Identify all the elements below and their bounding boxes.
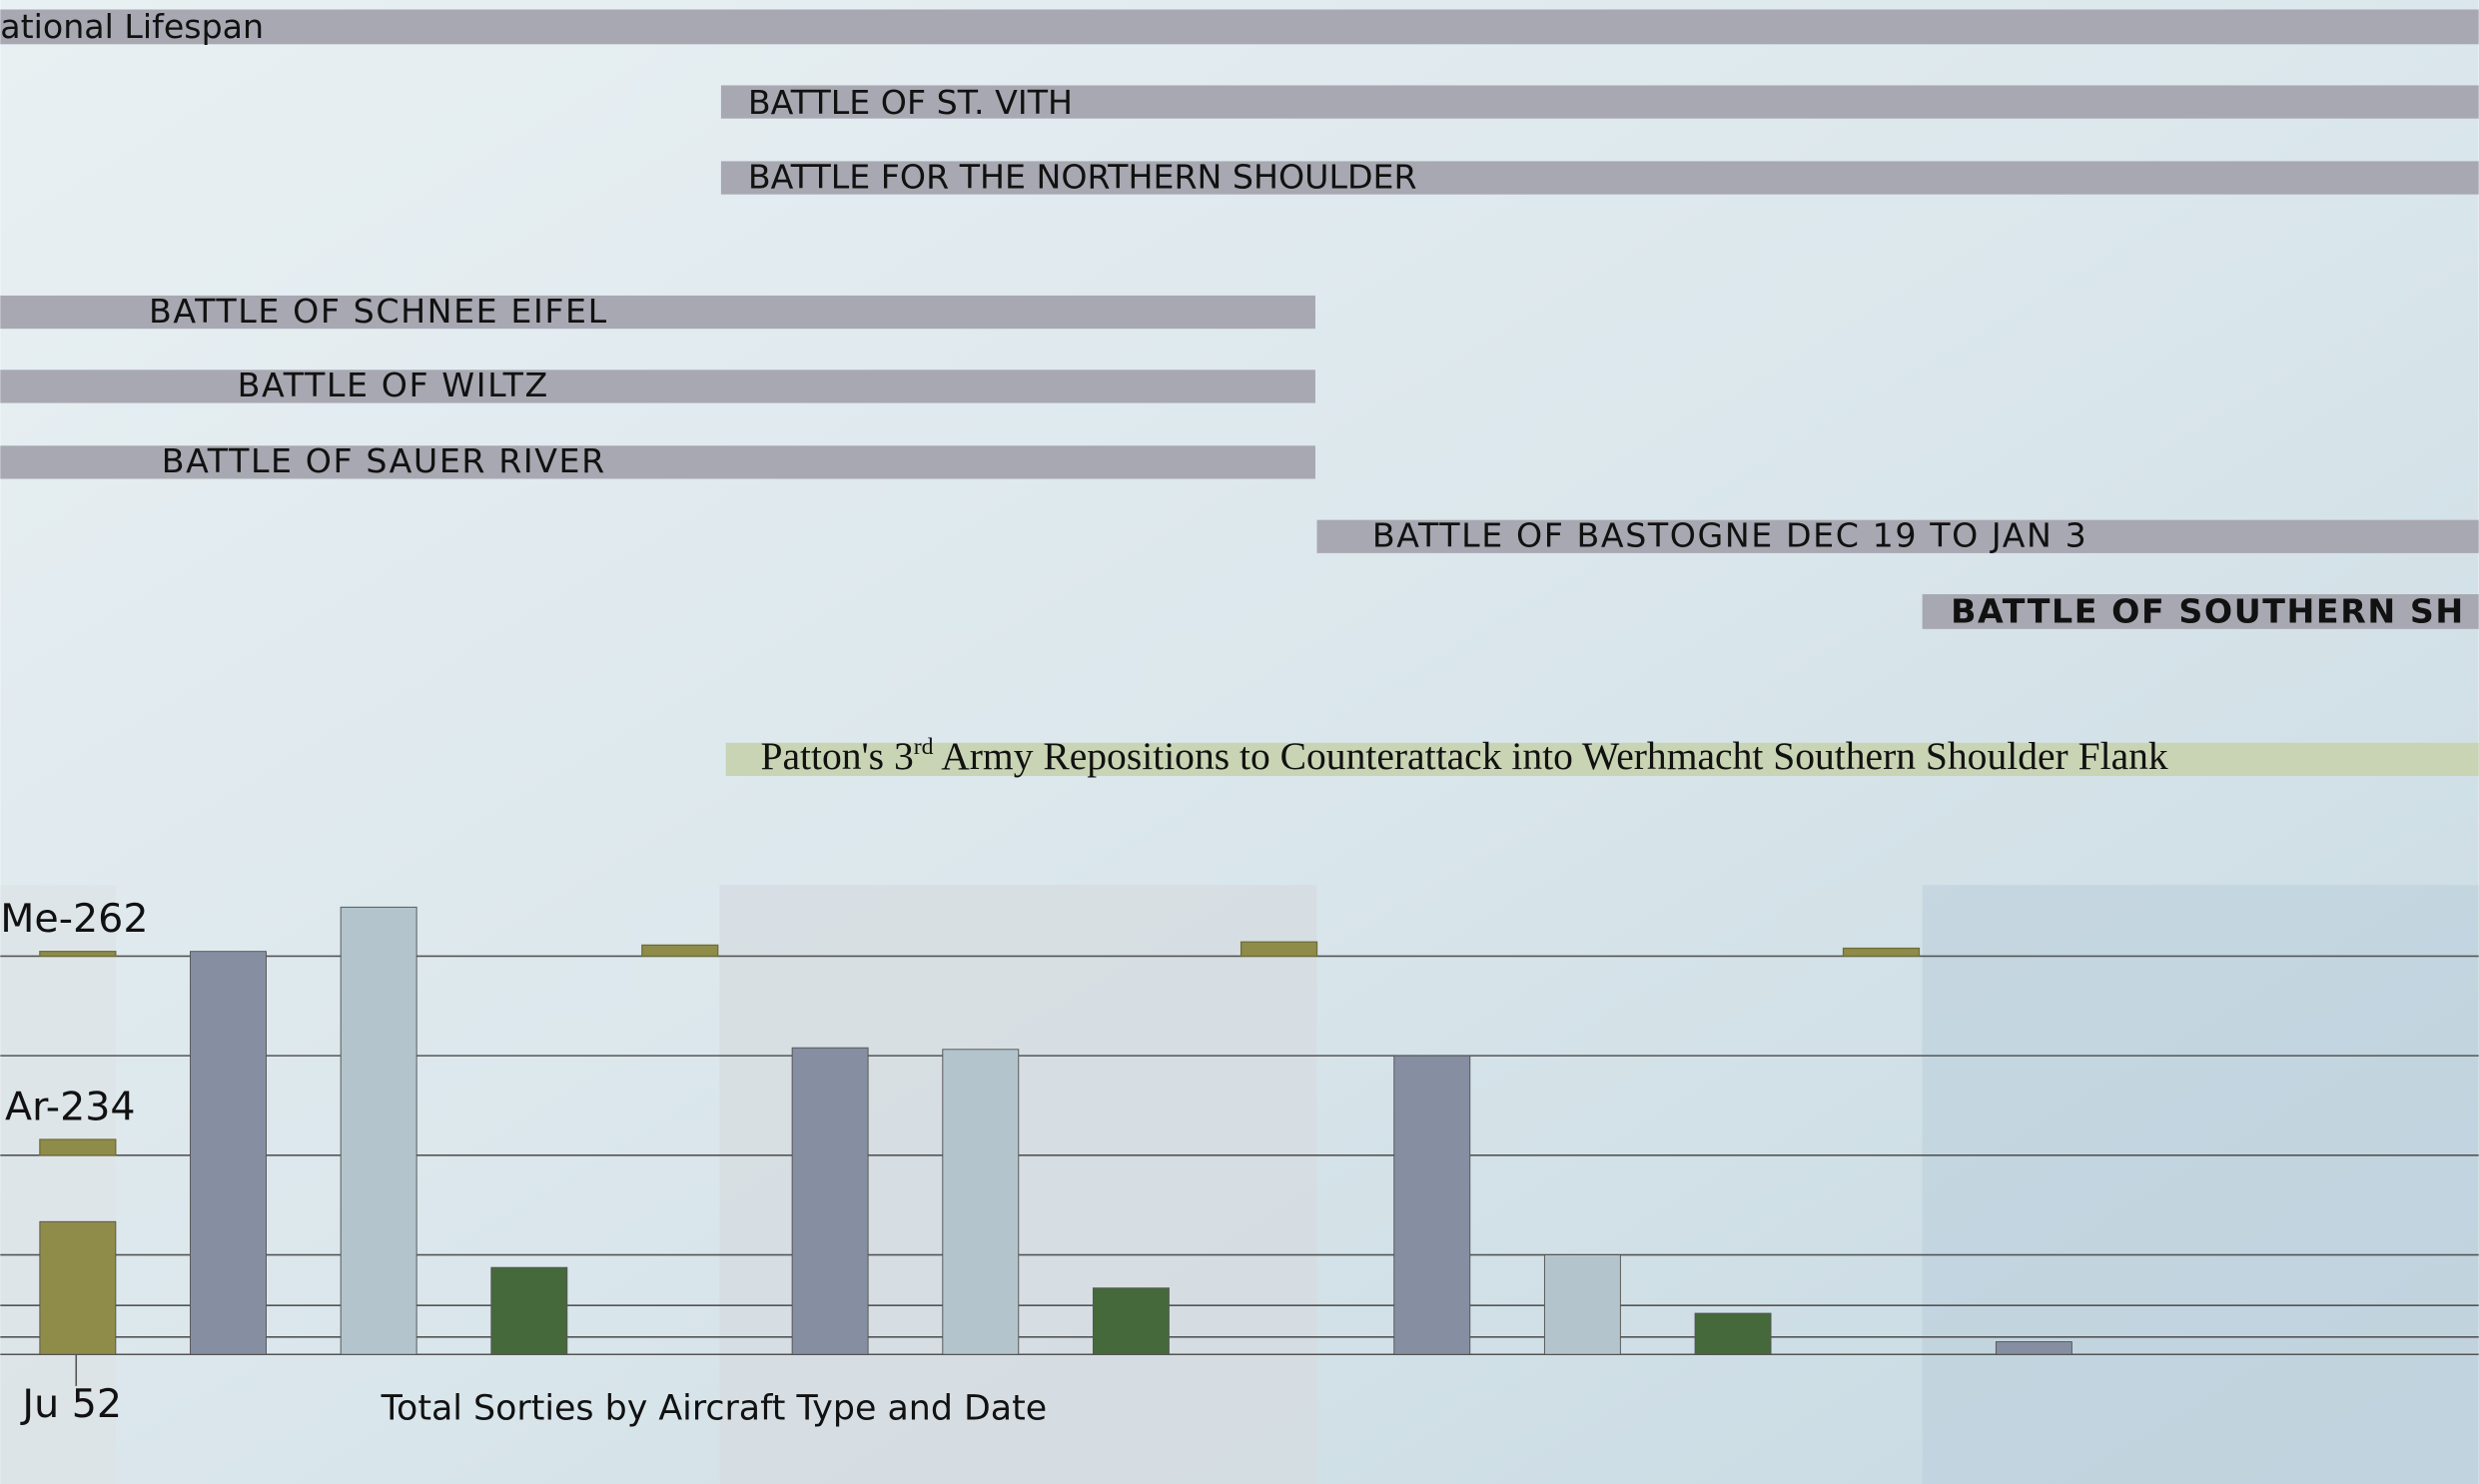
banner-text: Patton's 3rd Army Repositions to Counter… bbox=[760, 734, 2167, 778]
bar bbox=[39, 1220, 117, 1355]
marker bbox=[1842, 947, 1921, 958]
bar bbox=[490, 1266, 568, 1355]
timeline-label: BATTLE OF WILTZ bbox=[238, 366, 549, 404]
timeline-label: BATTLE FOR THE NORTHERN SHOULDER bbox=[748, 157, 1417, 196]
marker bbox=[39, 1138, 117, 1156]
timeline-label: BATTLE OF SAUER RIVER bbox=[162, 441, 606, 480]
timeline-bar bbox=[1922, 594, 2479, 629]
panel bbox=[1922, 885, 2479, 1484]
timeline-bar bbox=[0, 9, 2479, 45]
timeline-label: BATTLE OF BASTOGNE DEC 19 TO JAN 3 bbox=[1372, 516, 2087, 555]
timeline-label: BATTLE OF ST. VITH bbox=[748, 83, 1073, 122]
line-label: Ar-234 bbox=[5, 1084, 136, 1129]
bar bbox=[942, 1049, 1020, 1355]
marker bbox=[39, 951, 117, 958]
timeline-bar bbox=[720, 161, 2479, 195]
bar bbox=[1092, 1287, 1170, 1355]
bar bbox=[791, 1047, 869, 1355]
line-label: Me-262 bbox=[0, 896, 148, 942]
timeline-label: BATTLE OF SOUTHERN SH bbox=[1951, 592, 2465, 631]
timeline-label: ational Lifespan bbox=[0, 7, 264, 46]
bars bbox=[39, 906, 2072, 1355]
timeline-bar bbox=[0, 370, 1315, 403]
bar bbox=[1694, 1312, 1772, 1355]
chart-title: Total Sorties by Aircraft Type and Date bbox=[381, 1389, 1047, 1429]
bar bbox=[190, 951, 267, 1355]
banner-sup: rd bbox=[914, 735, 934, 761]
bar bbox=[1393, 1055, 1471, 1355]
banner-bar bbox=[725, 742, 2479, 777]
timeline-label: BATTLE OF SCHNEE EIFEL bbox=[149, 292, 608, 331]
timeline-bar bbox=[1316, 519, 2479, 553]
bar bbox=[1543, 1254, 1621, 1355]
banner-part: Patton's 3 bbox=[760, 734, 913, 778]
bar bbox=[1995, 1341, 2072, 1355]
marker bbox=[1240, 941, 1318, 958]
marker bbox=[641, 944, 719, 958]
banner-part: Army Repositions to Counterattack into W… bbox=[934, 734, 2168, 778]
timeline-bar bbox=[720, 85, 2479, 119]
timeline-bar bbox=[0, 295, 1315, 330]
line-label: Ju 52 bbox=[19, 1381, 122, 1427]
timeline-bars bbox=[0, 9, 2479, 629]
timeline-bar bbox=[0, 445, 1315, 479]
bar bbox=[340, 906, 417, 1355]
panel bbox=[0, 885, 116, 1484]
markers bbox=[39, 941, 1921, 1156]
